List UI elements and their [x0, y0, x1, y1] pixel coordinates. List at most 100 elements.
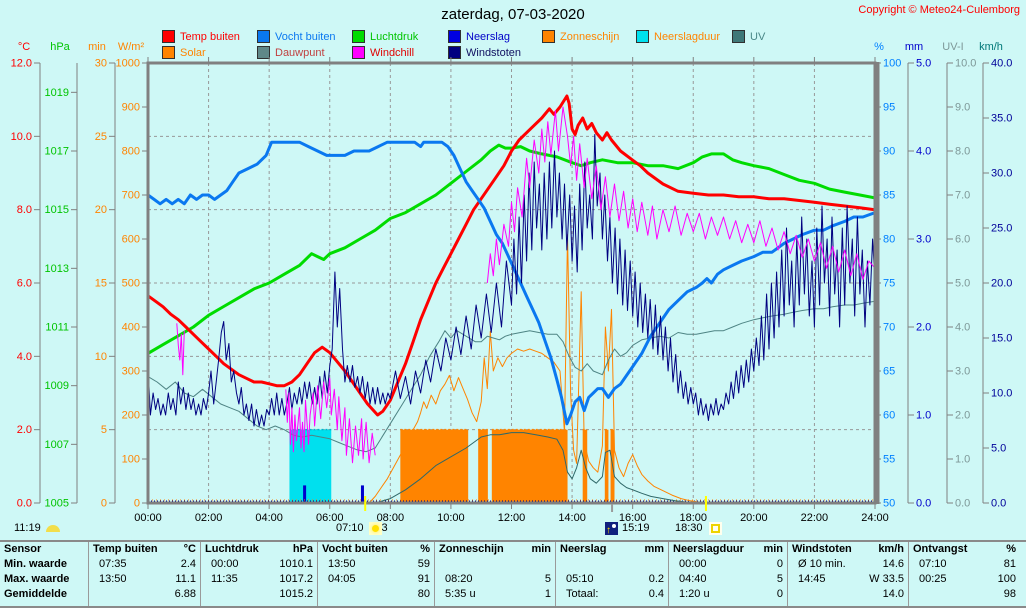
- sunrise-marker-suffix: 3: [381, 522, 388, 534]
- x-tick-label: 22:00: [801, 512, 829, 524]
- legend-label: Temp buiten: [180, 30, 240, 43]
- tick-label-hpa: 1011: [45, 322, 69, 334]
- avg-time: [93, 587, 99, 602]
- tick-label-hpa: 1015: [45, 204, 69, 216]
- tick-label-hpa: 1009: [45, 380, 69, 392]
- min-value: 14.6: [882, 558, 904, 570]
- legend-swatch-temp-buiten: [162, 30, 175, 43]
- tick-label-uv-i: 4.0: [955, 322, 970, 334]
- moonset-marker-time: 11:19: [14, 522, 41, 534]
- x-tick-label: 18:00: [679, 512, 707, 524]
- x-tick-label: 12:00: [498, 512, 526, 524]
- tick-label-uv-i: 7.0: [955, 190, 970, 202]
- legend-swatch-neerslag: [448, 30, 461, 43]
- page-title: zaterdag, 07-03-2020: [441, 6, 585, 23]
- row-label-gemiddelde: Gemiddelde: [4, 588, 67, 600]
- avg-time: 5:35 u: [445, 588, 476, 600]
- avg-value: 80: [417, 588, 430, 600]
- min-time: 00:00: [211, 558, 239, 570]
- legend-swatch-windstoten: [448, 46, 461, 59]
- min-value: 81: [1003, 558, 1016, 570]
- max-value: 0.2: [648, 573, 664, 585]
- max-value: 100: [997, 573, 1016, 585]
- row-label-max-waarde: Max. waarde: [4, 573, 70, 585]
- moon-icon: ↑: [605, 521, 618, 535]
- tick-label--: 75: [883, 278, 895, 290]
- sensor-unit: %: [420, 543, 430, 555]
- legend-item-temp-buiten: Temp buiten: [162, 30, 240, 43]
- stats-col-luchtdruk: Luchtdruk hPa 00:00 1010.1 11:35 1017.2 1015.2: [200, 542, 317, 606]
- x-tick-label: 06:00: [316, 512, 344, 524]
- series-windchill-line: [176, 106, 875, 464]
- avg-value: 14.0: [882, 588, 904, 600]
- tick-label-mm: 1.0: [916, 410, 931, 422]
- axis-unit-km-h: km/h: [979, 41, 1003, 53]
- zonneschijn-bar: [491, 429, 568, 503]
- tick-label-min: 15: [95, 278, 107, 290]
- max-time: 11:35: [211, 573, 238, 585]
- tick-label-uv-i: 9.0: [955, 102, 970, 114]
- tick-label-w-m-: 600: [122, 234, 140, 246]
- sensor-unit: %: [1006, 543, 1016, 555]
- tick-label--c: 12.0: [11, 58, 32, 70]
- tick-label-min: 30: [95, 58, 107, 70]
- max-value: 91: [417, 573, 430, 585]
- avg-value: 1: [544, 588, 551, 600]
- sensor-unit: mm: [644, 543, 664, 555]
- legend-label: UV: [750, 30, 766, 43]
- x-tick-label: 20:00: [740, 512, 768, 524]
- sensor-unit: °C: [183, 543, 196, 555]
- copyright-notice: Copyright © Meteo24-Culemborg: [858, 4, 1020, 16]
- avg-time: [205, 587, 211, 602]
- legend-item-luchtdruk: Luchtdruk: [352, 30, 418, 43]
- tick-label-hpa: 1005: [45, 498, 69, 510]
- tick-label-uv-i: 2.0: [955, 410, 970, 422]
- tick-label-uv-i: 5.0: [955, 278, 970, 290]
- legend-item-vocht-buiten: Vocht buiten: [257, 30, 336, 43]
- stats-col-row-labels: Sensor Min. waarde Max. waarde Gemiddelde: [0, 542, 88, 606]
- axis-unit-w-m-: W/m²: [118, 41, 145, 53]
- tick-label-km-h: 40.0: [991, 58, 1012, 70]
- stats-col-neerslag: Neerslag mm 05:10 0.2 Totaal: 0.4: [555, 542, 668, 606]
- x-tick-label: 14:00: [558, 512, 586, 524]
- min-time: 07:10: [919, 558, 947, 570]
- tick-label-km-h: 20.0: [991, 278, 1012, 290]
- x-tick-label: 10:00: [437, 512, 465, 524]
- min-time: 00:00: [679, 558, 707, 570]
- tick-label-uv-i: 1.0: [955, 454, 970, 466]
- min-time: [560, 557, 566, 572]
- series-temp-buiten-line: [148, 94, 875, 417]
- avg-time: Totaal:: [566, 588, 599, 600]
- max-time: 04:05: [328, 573, 356, 585]
- axis-unit-uv-i: UV-I: [942, 41, 963, 53]
- neerslag-bar: [303, 485, 307, 503]
- sun-icon: [368, 521, 382, 535]
- stats-table: Sensor Min. waarde Max. waarde Gemiddelde Te…: [0, 540, 1026, 608]
- axis-unit--c: °C: [18, 41, 30, 53]
- max-time: 14:45: [798, 573, 826, 585]
- tick-label-km-h: 15.0: [991, 333, 1012, 345]
- sensor-name: Temp buiten: [93, 543, 158, 555]
- legend-item-windstoten: Windstoten: [448, 46, 521, 59]
- tick-label--c: 6.0: [17, 278, 32, 290]
- tick-label-km-h: 10.0: [991, 388, 1012, 400]
- sensor-unit: min: [531, 543, 551, 555]
- sensor-name: Neerslagduur: [673, 543, 744, 555]
- weather-chart: 0.02.04.06.08.010.012.0°C100510071009101…: [11, 41, 1013, 524]
- max-time: 05:10: [566, 573, 594, 585]
- legend-item-dauwpunt: Dauwpunt: [257, 46, 325, 59]
- legend-swatch-vocht-buiten: [257, 30, 270, 43]
- row-label-sensor: Sensor: [4, 543, 42, 555]
- sunout-icon: [708, 521, 722, 535]
- avg-value: 0: [776, 588, 783, 600]
- tick-label-mm: 2.0: [916, 322, 931, 334]
- tick-label--: 90: [883, 146, 895, 158]
- series-windstoten-line: [148, 134, 875, 427]
- max-time: 13:50: [99, 573, 127, 585]
- max-value: 11.1: [175, 573, 196, 585]
- legend-label: Vocht buiten: [275, 30, 336, 43]
- axis-unit-hpa: hPa: [50, 41, 70, 53]
- tick-label-w-m-: 200: [122, 410, 140, 422]
- min-value: 0: [776, 558, 783, 570]
- min-value: 59: [417, 558, 430, 570]
